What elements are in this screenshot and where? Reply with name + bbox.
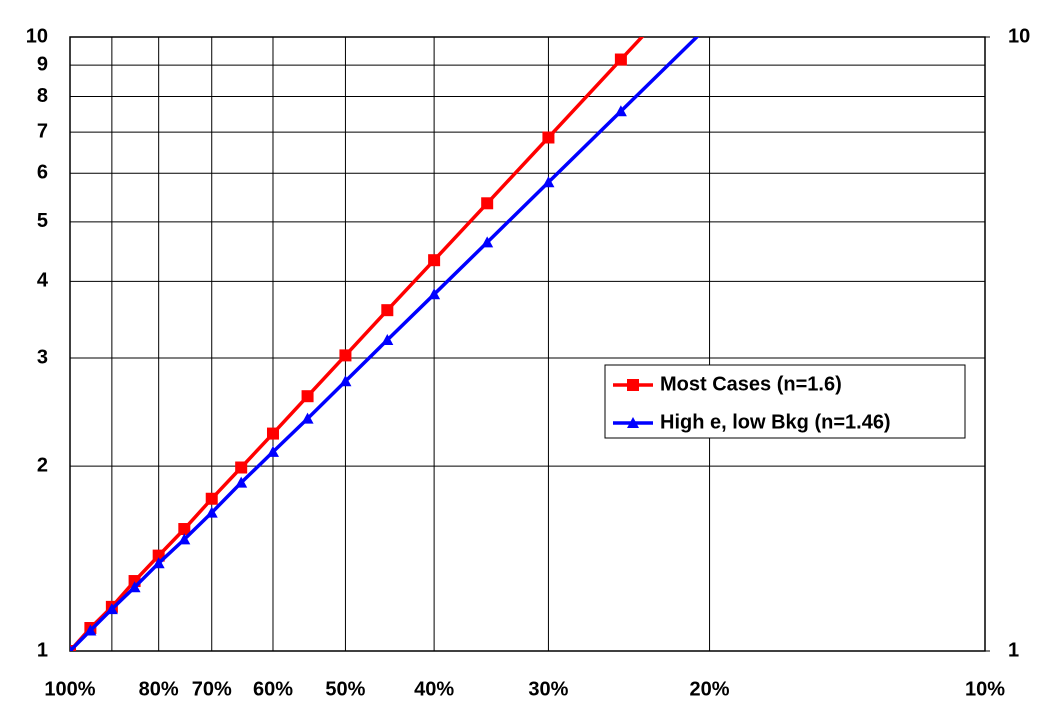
data-point — [428, 288, 441, 300]
series-line — [70, 37, 700, 651]
x-tick-label: 80% — [139, 678, 179, 700]
x-tick-label: 70% — [192, 678, 232, 700]
data-point — [105, 603, 118, 615]
data-point — [542, 131, 555, 144]
y-tick-label: 2 — [37, 454, 48, 476]
legend-label: Most Cases (n=1.6) — [660, 373, 842, 395]
data-point — [301, 390, 314, 403]
data-point — [481, 197, 494, 210]
data-point — [128, 581, 141, 593]
y-tick-label: 7 — [37, 120, 48, 142]
y-tick-label: 8 — [37, 85, 48, 107]
y-tick-label: 6 — [37, 161, 48, 183]
x-tick-label: 20% — [690, 678, 730, 700]
data-point — [339, 375, 352, 387]
data-point — [381, 304, 394, 317]
data-point — [84, 624, 97, 636]
legend-box — [604, 364, 966, 439]
data-point — [205, 506, 218, 518]
x-tick-label: 50% — [325, 678, 365, 700]
x-tick-label: 60% — [253, 678, 293, 700]
data-point — [178, 523, 191, 536]
data-point — [235, 476, 248, 488]
data-point — [481, 236, 494, 248]
data-point — [339, 349, 352, 362]
data-point — [152, 557, 165, 569]
data-point — [235, 461, 248, 474]
plot-area — [70, 18, 716, 651]
y-tick-label: 1 — [37, 639, 48, 661]
data-point — [704, 18, 716, 29]
data-point — [266, 445, 279, 457]
data-point — [614, 105, 627, 117]
y-tick-label: 9 — [37, 53, 48, 75]
series-line — [70, 37, 645, 651]
x-tick-label: 100% — [44, 678, 95, 700]
legend-label: High e, low Bkg (n=1.46) — [660, 411, 891, 433]
data-point — [266, 427, 279, 440]
y-tick-label: 10 — [26, 25, 48, 47]
y2-tick-label: 1 — [1008, 639, 1019, 661]
data-point — [614, 53, 627, 66]
x-tick-label: 30% — [528, 678, 568, 700]
plot-border — [69, 36, 986, 652]
data-point — [205, 492, 218, 505]
y2-tick-label: 10 — [1008, 25, 1030, 47]
legend-marker — [627, 417, 639, 428]
data-point — [70, 645, 74, 651]
data-point — [301, 412, 314, 424]
y-tick-label: 5 — [37, 210, 48, 232]
y-tick-label: 4 — [37, 270, 49, 292]
y-tick-label: 3 — [37, 346, 48, 368]
data-point — [428, 254, 441, 267]
legend-marker — [627, 379, 639, 391]
data-point — [542, 176, 555, 188]
x-tick-label: 10% — [965, 678, 1005, 700]
data-point — [381, 334, 394, 346]
data-point — [178, 533, 191, 545]
x-tick-label: 40% — [414, 678, 454, 700]
